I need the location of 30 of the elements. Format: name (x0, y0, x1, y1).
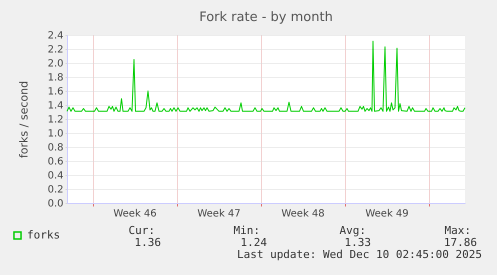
line-series (66, 40, 466, 112)
text: 1.24 (240, 236, 267, 249)
y-axis-title: forks / second (18, 80, 31, 158)
text: Cur: (128, 224, 155, 237)
y-tick-label: 1.4 (48, 100, 64, 112)
text: Min: (234, 224, 260, 237)
chart-title: Fork rate - by month (199, 10, 333, 25)
y-tick-label: 1.6 (48, 86, 64, 98)
y-tick-label: 2.0 (48, 58, 64, 70)
x-tick-label: Week 48 (281, 208, 325, 220)
text: 1.36 (134, 236, 161, 249)
y-tick-label: 1.2 (48, 114, 64, 126)
y-tick-label: 0.6 (48, 156, 64, 168)
text: 17.86 (444, 236, 477, 249)
y-tick-label: 0.0 (48, 198, 64, 210)
x-tick-label: Week 49 (365, 208, 409, 220)
y-tick-label: 0.8 (48, 142, 64, 154)
text: Last update: Wed Dec 10 02:45:00 2025 (236, 248, 482, 261)
y-tick-label: 0.2 (48, 184, 64, 196)
y-tick-label: 0.4 (48, 170, 64, 182)
y-tick-label: 1.8 (48, 72, 64, 84)
x-tick-label: Week 47 (197, 208, 241, 220)
x-tick-label: Week 46 (113, 208, 157, 220)
y-tick-label: 1.0 (48, 128, 64, 140)
y-tick-label: 2.2 (48, 44, 64, 56)
text: 1.33 (344, 236, 371, 249)
text: Max: (444, 224, 471, 237)
y-tick-label: 2.4 (48, 30, 64, 42)
legend-label: forks (27, 228, 60, 242)
text: Avg: (340, 224, 366, 237)
